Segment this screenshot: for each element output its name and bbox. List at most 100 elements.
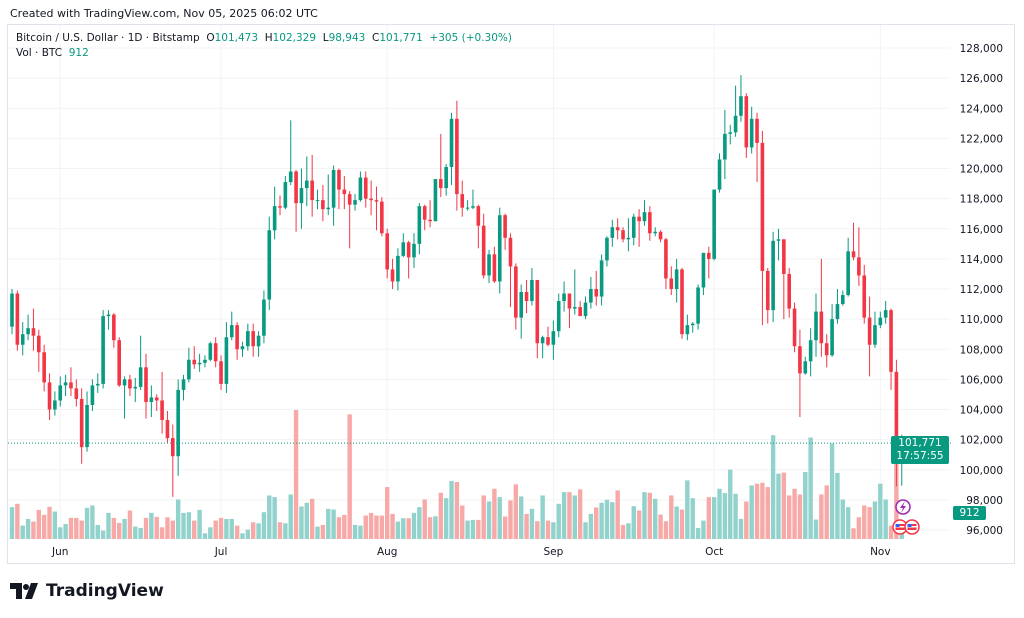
volume-bar	[149, 512, 154, 539]
volume-bar	[240, 533, 245, 539]
candle-body	[755, 118, 759, 143]
volume-bar	[669, 495, 674, 539]
candle-body	[546, 337, 550, 345]
volume-bar	[872, 501, 878, 539]
volume-bar	[738, 518, 744, 539]
volume-bar	[422, 499, 427, 539]
price-axis-label: 106,000	[960, 374, 1003, 386]
candle-body	[642, 212, 647, 222]
candle-body	[883, 310, 888, 318]
candle-body	[728, 132, 733, 134]
candle-body	[712, 189, 716, 259]
volume-bar	[79, 520, 84, 539]
volume-bar	[127, 510, 133, 539]
symbol-title[interactable]: Bitcoin / U.S. Dollar · 1D · Bitstamp	[16, 32, 200, 44]
candle-body	[449, 118, 454, 167]
volume-bar	[433, 516, 438, 539]
price-axis-label: 116,000	[960, 224, 1003, 236]
volume-bar	[556, 503, 561, 539]
volume-bar	[765, 487, 770, 539]
open-label: O	[206, 32, 215, 44]
volume-bar	[545, 520, 551, 539]
volume-bar	[690, 498, 695, 539]
candle-body	[492, 254, 497, 282]
time-axis-label: Nov	[870, 546, 891, 558]
candle-body	[540, 337, 545, 344]
volume-label[interactable]: Vol · BTC	[16, 47, 63, 59]
candle-body	[841, 295, 845, 305]
volume-bar	[427, 517, 433, 539]
candle-body	[380, 201, 384, 234]
volume-bar	[117, 522, 122, 539]
candle-body	[428, 219, 432, 222]
volume-bar	[615, 490, 620, 539]
volume-bar	[583, 522, 588, 539]
chart-pane[interactable]	[7, 24, 1015, 564]
candle-body	[674, 269, 679, 289]
volume-bar	[722, 493, 728, 539]
candle-body	[53, 400, 57, 410]
time-axis-label: Aug	[377, 546, 398, 558]
low-value: 98,943	[328, 32, 366, 44]
volume-bar	[31, 521, 36, 539]
candle-body	[406, 242, 411, 258]
volume-value: 912	[68, 47, 89, 59]
last-price-value: 101,771	[898, 437, 942, 449]
volume-bar	[336, 517, 342, 539]
candle-body	[798, 346, 802, 374]
candle-body	[744, 96, 749, 148]
time-axis-label: Jul	[214, 546, 228, 558]
volume-bar	[245, 529, 251, 539]
candle-body	[696, 287, 700, 324]
flag-stripe-white	[907, 526, 917, 528]
low-label: L	[322, 32, 329, 44]
volume-bar	[401, 518, 406, 539]
candle-body	[776, 239, 781, 241]
candle-body	[160, 400, 164, 421]
candle-body	[412, 243, 416, 258]
candle-body	[792, 308, 797, 347]
candle-body	[219, 361, 223, 384]
candle-body	[487, 254, 491, 276]
volume-bar	[476, 519, 481, 539]
volume-bar	[733, 493, 738, 539]
price-axis-label: 112,000	[960, 284, 1003, 296]
candle-body	[224, 337, 229, 384]
volume-bar	[320, 524, 326, 539]
high-value: 102,329	[272, 32, 317, 44]
candle-body	[760, 142, 765, 271]
candle-body	[144, 367, 148, 402]
candle-body	[889, 310, 893, 372]
candle-body	[583, 302, 588, 317]
volume-bar	[599, 502, 604, 539]
volume-bar	[342, 514, 347, 539]
change-value: +305 (+0.30%)	[429, 32, 512, 44]
candle-body	[824, 343, 829, 356]
volume-bar	[100, 530, 106, 539]
candle-body	[299, 188, 304, 204]
candle-body	[154, 397, 159, 401]
candle-body	[197, 362, 202, 365]
candle-body	[444, 166, 448, 189]
candle-body	[524, 292, 529, 302]
candle-body	[63, 382, 68, 386]
volume-bar	[438, 492, 443, 539]
volume-bar	[181, 512, 186, 539]
volume-bar	[754, 483, 760, 539]
volume-bar	[143, 517, 149, 539]
volume-bar	[824, 485, 829, 539]
candle-body	[112, 314, 116, 341]
volume-bar	[631, 506, 636, 539]
volume-bar	[674, 506, 679, 539]
volume-bar	[63, 523, 68, 539]
volume-bar	[787, 495, 792, 539]
volume-bar	[165, 517, 170, 539]
tradingview-logo[interactable]: TradingView	[10, 581, 164, 601]
volume-bar	[658, 514, 663, 539]
candle-body	[69, 382, 73, 389]
volume-tag: 912	[953, 506, 986, 520]
time-axis-label: Oct	[705, 546, 723, 558]
candle-body	[117, 340, 121, 386]
last-price-tag: 101,771 17:57:55	[891, 436, 949, 464]
